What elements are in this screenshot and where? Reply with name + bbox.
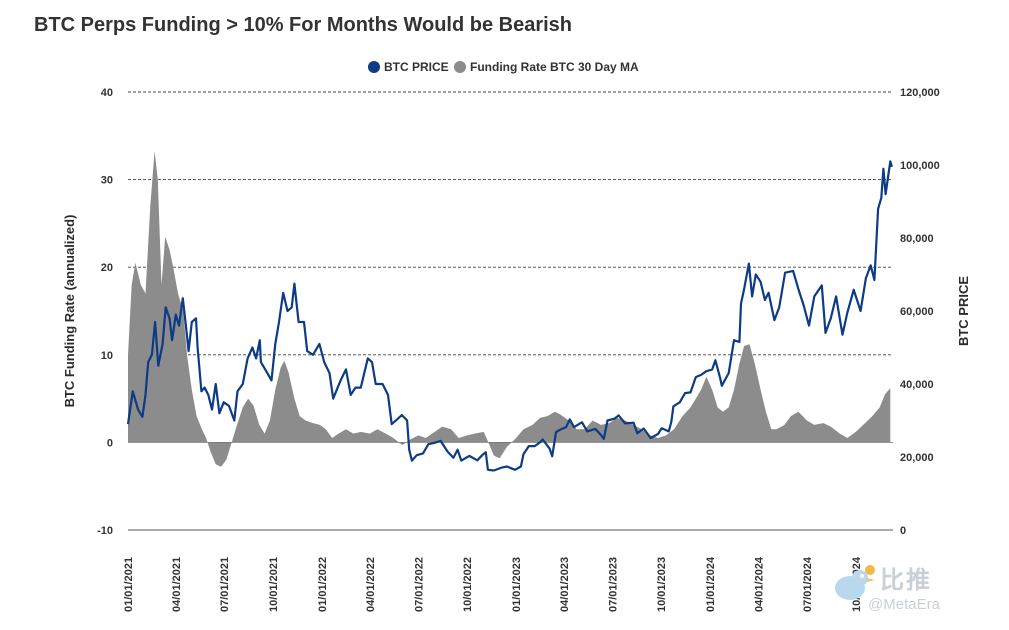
y-right-tick-label: 60,000 xyxy=(900,306,934,318)
series-btc-price-line xyxy=(126,160,893,472)
x-tick-label: 01/01/2023 xyxy=(511,557,523,612)
watermark: 比推 @MetaEra xyxy=(828,560,998,626)
x-tick-label: 04/01/2021 xyxy=(171,557,183,612)
chart-legend: BTC PRICE Funding Rate BTC 30 Day MA xyxy=(0,60,1009,78)
y-left-tick-label: 10 xyxy=(101,350,113,362)
y-left-axis-label: BTC Funding Rate (annualized) xyxy=(62,215,77,408)
y-right-tick-label: 20,000 xyxy=(900,452,934,464)
x-tick-label: 04/01/2023 xyxy=(559,557,571,612)
x-tick-label: 10/01/2021 xyxy=(268,557,280,612)
x-tick-label: 07/01/2023 xyxy=(607,557,619,612)
watermark-sub: @MetaEra xyxy=(868,596,940,613)
y-right-tick-label: 80,000 xyxy=(900,233,934,245)
x-tick-label: 01/01/2021 xyxy=(123,557,135,612)
x-tick-label: 10/01/2023 xyxy=(656,557,668,612)
y-right-tick-label: 40,000 xyxy=(900,379,934,391)
y-right-tick-label: 100,000 xyxy=(900,160,940,172)
y-left-tick-label: 30 xyxy=(101,175,113,187)
x-tick-label: 07/01/2021 xyxy=(219,557,231,612)
y-left-tick-label: 0 xyxy=(107,437,113,449)
chart-title: BTC Perps Funding > 10% For Months Would… xyxy=(34,14,573,36)
legend-item-btc-price[interactable]: BTC PRICE xyxy=(368,60,449,74)
x-tick-label: 04/01/2022 xyxy=(365,557,377,612)
y-left-tick-label: -10 xyxy=(97,525,113,537)
legend-label-btc-price: BTC PRICE xyxy=(384,60,449,74)
y-right-tick-label: 120,000 xyxy=(900,87,940,99)
x-tick-label: 04/01/2024 xyxy=(754,556,766,612)
series-funding-rate-area xyxy=(128,150,891,467)
x-tick-label: 01/01/2022 xyxy=(317,557,329,612)
legend-label-funding-rate: Funding Rate BTC 30 Day MA xyxy=(470,60,639,74)
x-tick-label: 07/01/2024 xyxy=(802,556,814,612)
x-tick-label: 01/01/2024 xyxy=(705,556,717,612)
y-left-tick-label: 40 xyxy=(101,87,113,99)
x-tick-label: 10/01/2022 xyxy=(462,557,474,612)
y-right-axis-label: BTC PRICE xyxy=(956,276,971,346)
watermark-text: 比推 xyxy=(880,567,932,594)
bird-logo-icon xyxy=(835,565,875,600)
y-right-tick-label: 0 xyxy=(900,525,906,537)
legend-dot-funding-rate xyxy=(454,61,466,73)
legend-dot-btc-price xyxy=(368,61,380,73)
legend-item-funding-rate[interactable]: Funding Rate BTC 30 Day MA xyxy=(454,60,639,74)
y-left-tick-label: 20 xyxy=(101,262,113,274)
x-tick-label: 07/01/2022 xyxy=(413,557,425,612)
